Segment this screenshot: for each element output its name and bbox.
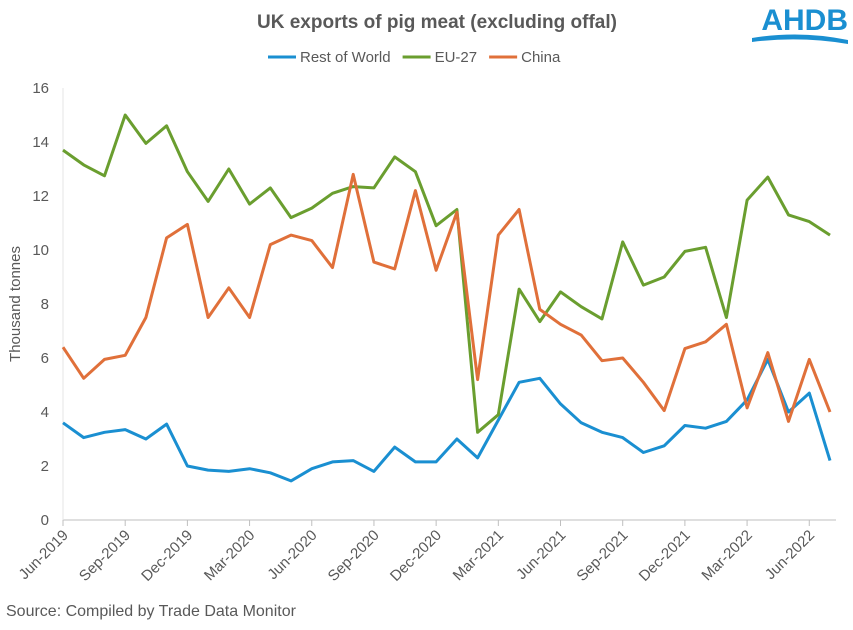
x-tick-label: Dec-2019 (138, 527, 196, 585)
legend-label: Rest of World (300, 49, 391, 66)
x-tick-label: Dec-2021 (636, 527, 694, 585)
x-tick-label: Jun-2020 (264, 527, 320, 583)
y-axis-label: Thousand tonnes (7, 246, 24, 362)
x-tick-label: Jun-2019 (16, 527, 72, 583)
y-tick-label: 12 (32, 188, 49, 205)
x-tick-label: Mar-2020 (201, 527, 258, 584)
series-line (62, 357, 832, 483)
y-tick-label: 4 (41, 404, 49, 421)
series-line (62, 113, 831, 434)
y-tick-label: 6 (41, 350, 49, 367)
y-tick-label: 2 (41, 458, 49, 475)
y-tick-label: 8 (41, 296, 49, 313)
x-tick-label: Sep-2020 (325, 527, 383, 585)
x-tick-label: Mar-2021 (450, 527, 507, 584)
legend-label: China (521, 49, 561, 66)
x-tick-label: Dec-2020 (387, 527, 445, 585)
series-line (61, 172, 832, 423)
x-tick-label: Mar-2022 (698, 527, 755, 584)
y-tick-label: 14 (32, 134, 49, 151)
x-tick-label: Sep-2021 (574, 527, 632, 585)
y-tick-label: 16 (32, 80, 49, 97)
x-tick-label: Jun-2021 (513, 527, 569, 583)
y-tick-label: 10 (32, 242, 49, 259)
x-tick-label: Sep-2019 (76, 527, 134, 585)
source: Source: Compiled by Trade Data Monitor (6, 603, 297, 620)
chart-title: UK exports of pig meat (excluding offal) (257, 12, 617, 33)
legend-label: EU-27 (435, 49, 478, 66)
x-tick-label: Jun-2022 (762, 527, 818, 583)
y-tick-label: 0 (41, 512, 49, 529)
logo: AHDB (761, 4, 848, 37)
logo-swoosh (752, 34, 848, 44)
